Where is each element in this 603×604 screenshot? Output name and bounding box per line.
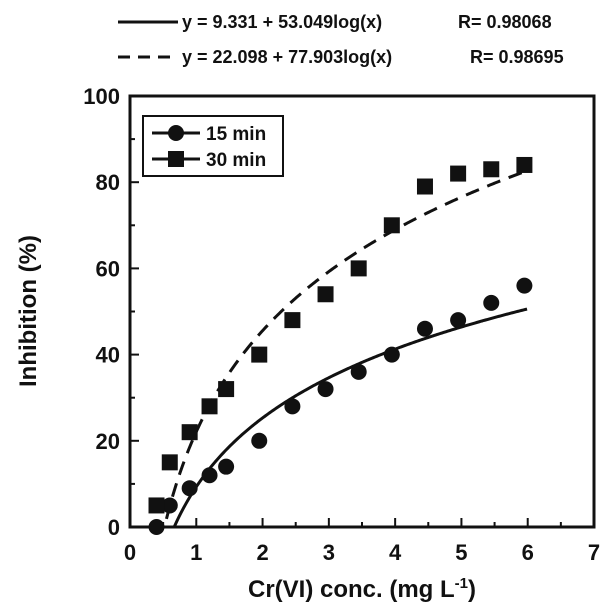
data-point-30-min [251,346,268,363]
data-point-15-min [350,363,367,380]
data-point-15-min [181,480,198,497]
data-point-15-min [383,346,400,363]
x-tick-label: 7 [588,540,600,565]
equation-dashed-r: R= 0.98695 [470,47,564,67]
data-point-15-min [201,467,218,484]
legend-15-min-label: 15 min [206,124,266,145]
equation-solid-r: R= 0.98068 [458,12,552,32]
equation-dashed-text: y = 22.098 + 77.903log(x) [182,47,392,67]
data-point-30-min [181,424,198,441]
data-point-15-min [516,277,533,294]
y-tick-label: 100 [83,84,120,109]
data-point-30-min [483,161,500,178]
x-tick-label: 5 [455,540,467,565]
x-tick-label: 4 [389,540,402,565]
data-point-30-min [350,260,367,277]
data-point-15-min [218,458,235,475]
equation-solid-text: y = 9.331 + 53.049log(x) [182,12,382,32]
x-tick-label: 1 [190,540,202,565]
data-point-30-min [516,156,533,173]
fit-curve-15-min [173,307,528,528]
x-axis-title-end: ) [468,576,476,603]
series-15-min-points [148,277,533,535]
data-point-30-min [218,381,235,398]
x-axis-title-main: Cr(VI) conc. (mg L [248,576,455,603]
data-point-15-min [317,381,334,398]
legend-30-min-label: 30 min [206,150,266,171]
data-point-30-min [148,497,165,514]
data-point-15-min [483,294,500,311]
equation-header: y = 9.331 + 53.049log(x) R= 0.98068 y = … [118,12,564,67]
legend-15-min-marker [168,125,184,141]
data-point-30-min [317,286,334,303]
data-point-30-min [161,454,178,471]
data-point-30-min [284,312,301,329]
x-axis-title: Cr(VI) conc. (mg L-1) [248,575,476,603]
x-tick-label: 6 [522,540,534,565]
data-point-30-min [416,178,433,195]
fit-curve-30-min [165,169,528,520]
data-point-15-min [161,497,178,514]
data-point-30-min [383,217,400,234]
series-30-min-points [148,156,533,514]
y-tick-label: 80 [96,170,120,195]
x-tick-label: 2 [256,540,268,565]
y-tick-label: 40 [96,343,120,368]
data-point-30-min [450,165,467,182]
x-tick-label: 3 [323,540,335,565]
x-axis-ticks: 0 1 2 3 4 5 6 7 [124,518,600,565]
data-point-15-min [284,398,301,415]
y-axis-ticks: 0 20 40 60 80 100 [83,84,139,540]
x-tick-label: 0 [124,540,136,565]
y-tick-label: 20 [96,429,120,454]
y-tick-label: 60 [96,256,120,281]
x-axis-title-superscript: -1 [455,575,468,592]
legend-box [142,115,284,177]
data-point-15-min [450,312,467,329]
data-point-15-min [251,432,268,449]
data-point-15-min [148,519,165,535]
legend: 15 min 30 min [142,115,284,177]
y-axis-title: Inhibition (%) [15,235,42,387]
data-point-30-min [201,398,218,415]
data-point-15-min [416,320,433,337]
legend-30-min-marker [168,151,184,167]
y-tick-label: 0 [108,515,120,540]
